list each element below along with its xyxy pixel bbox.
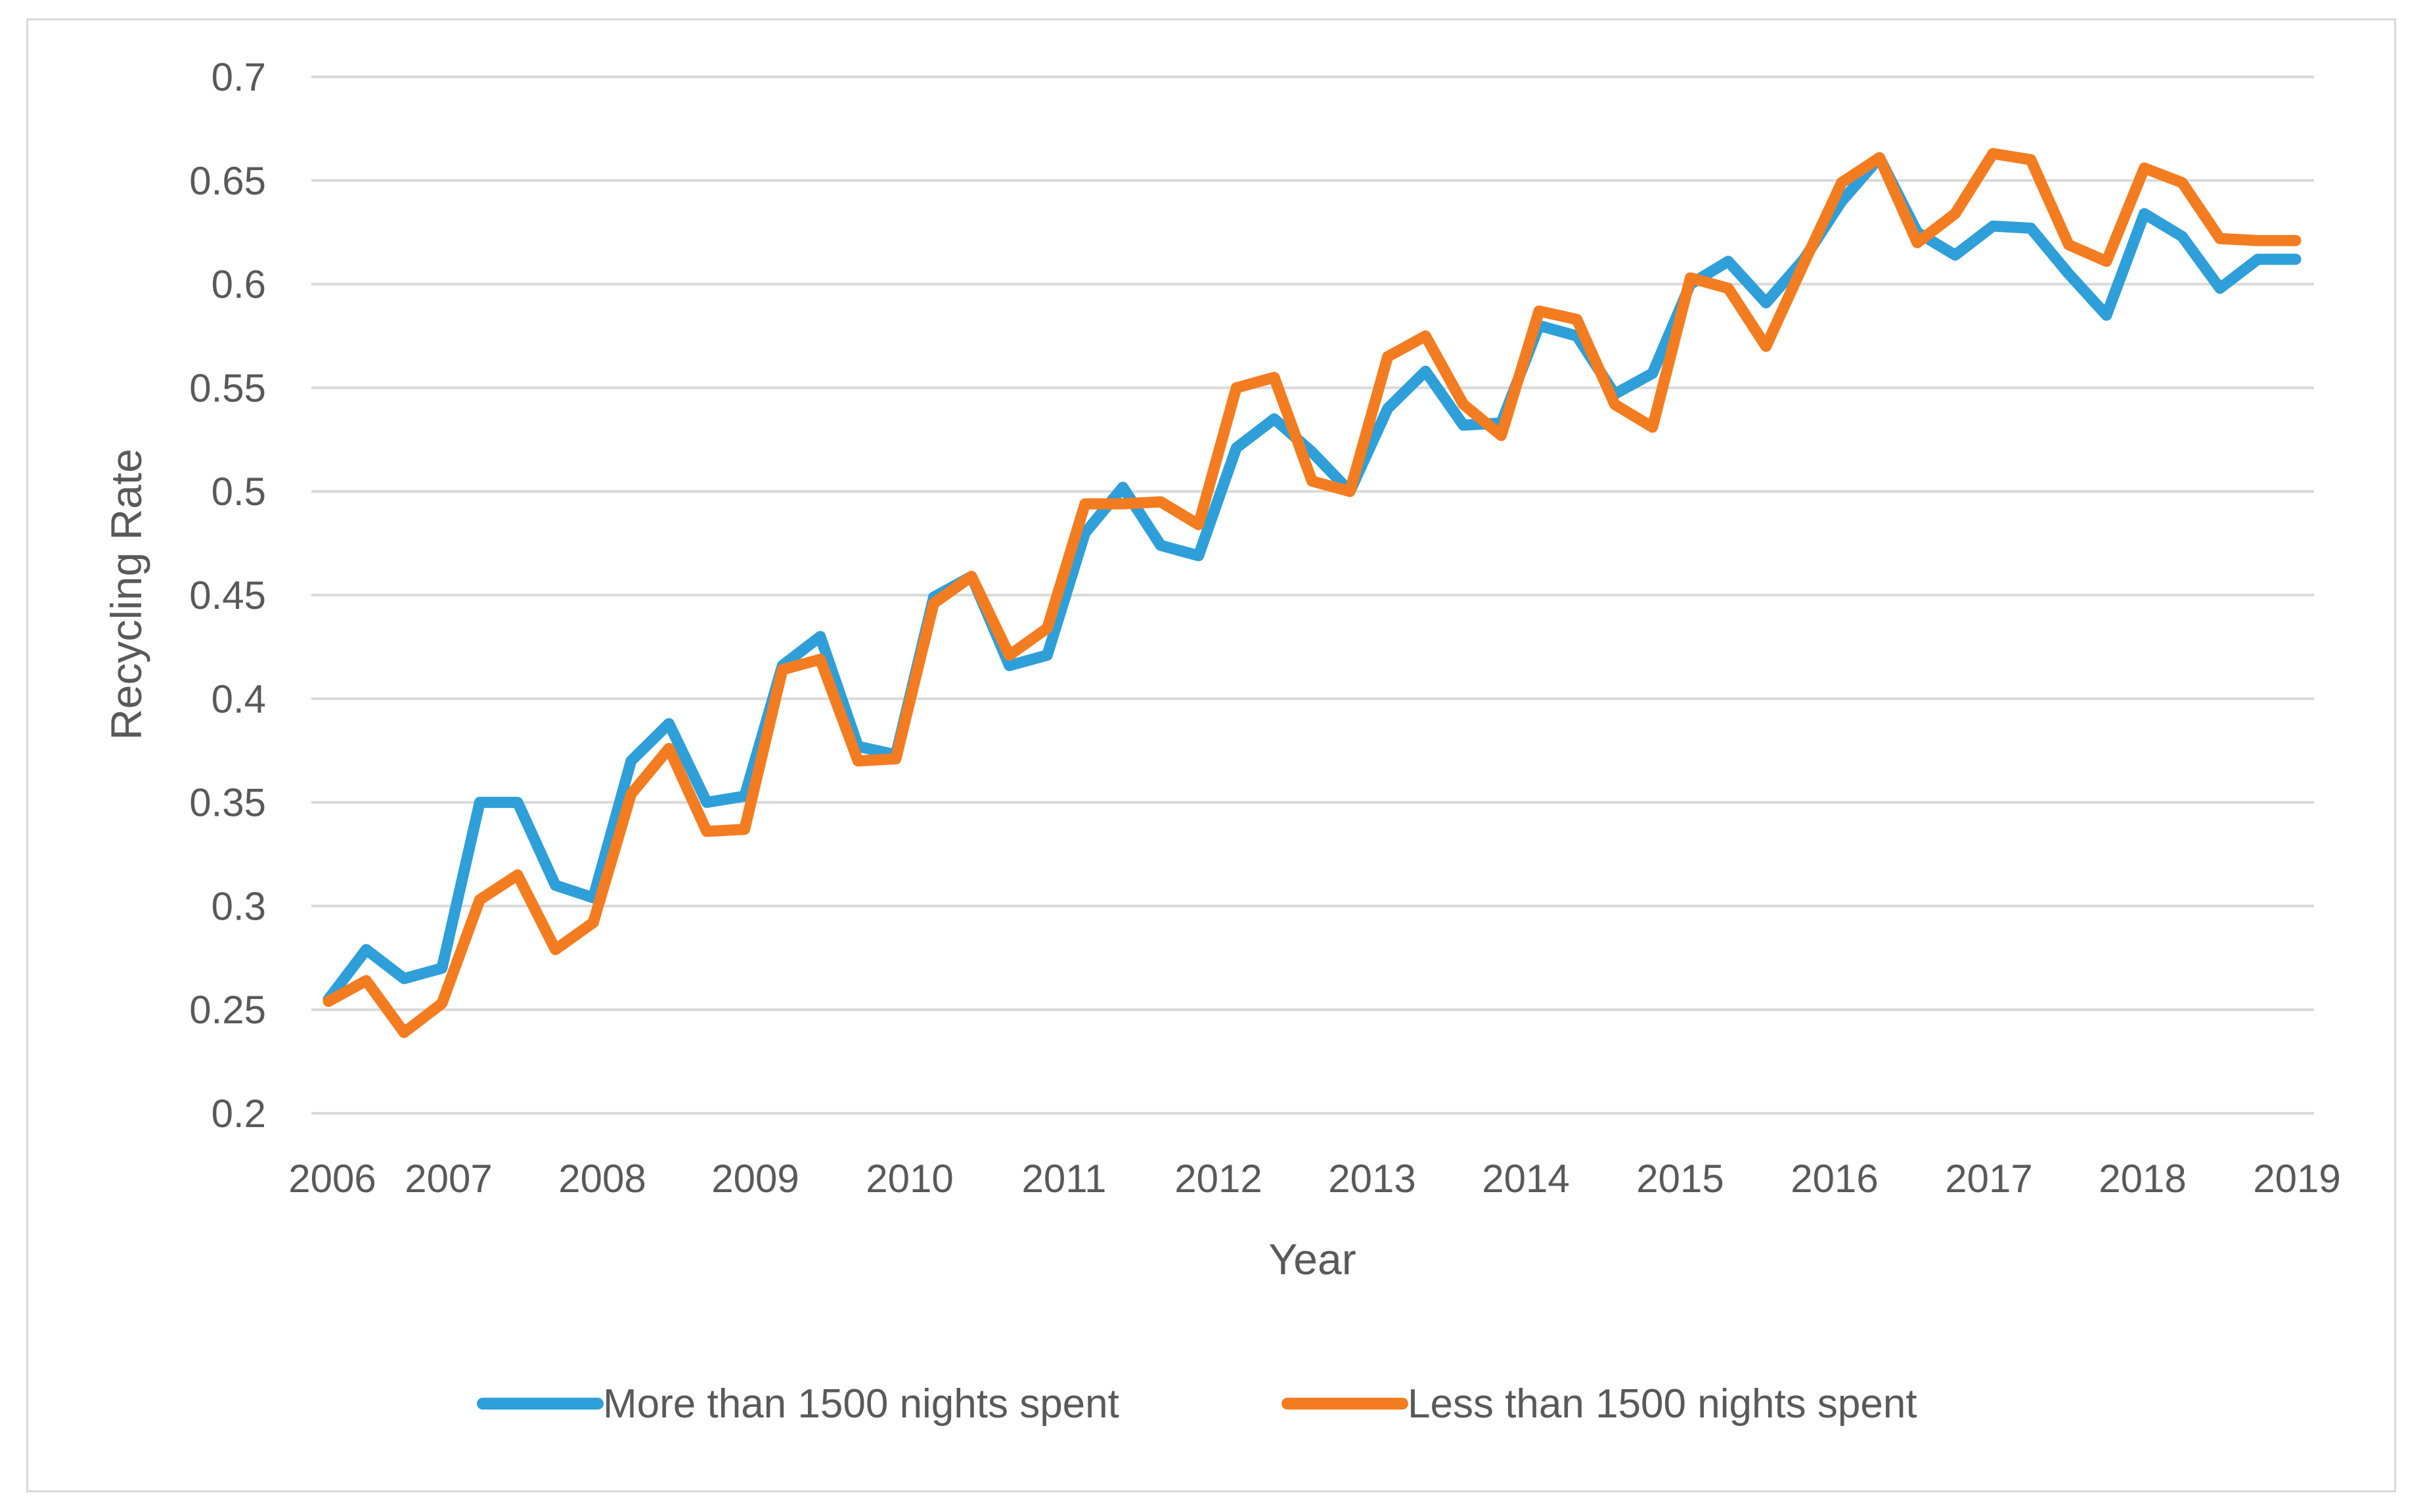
x-tick-label: 2012 [1174,1157,1262,1201]
x-tick-label: 2006 [288,1157,376,1201]
y-tick-label: 0.4 [212,677,266,721]
x-tick-label: 2007 [405,1157,492,1201]
series-line-more-than-1500 [323,152,2302,1005]
y-tick-label: 0.7 [212,55,266,99]
y-tick-label: 0.35 [189,781,266,825]
y-tick-label: 0.45 [189,573,266,617]
x-tick-label: 2011 [1021,1157,1106,1201]
x-tick-label: 2008 [558,1157,646,1201]
x-axis-tick-labels: 2006 2007 2008 2009 2010 2011 2012 2013 2014 2015… [288,1157,2340,1201]
y-tick-label: 0.3 [212,884,266,928]
x-tick-label: 2015 [1636,1157,1724,1201]
x-tick-label: 2009 [711,1157,799,1201]
y-axis-title: Recycling Rate [102,449,150,740]
x-tick-label: 2017 [1945,1157,2032,1201]
y-tick-label: 0.25 [189,988,266,1032]
x-tick-label: 2019 [2253,1157,2340,1201]
y-tick-label: 0.5 [212,470,266,514]
x-tick-label: 2014 [1482,1157,1569,1201]
x-tick-label: 2010 [866,1157,953,1201]
y-tick-label: 0.55 [189,366,266,410]
y-axis-tick-labels: 0.2 0.25 0.3 0.35 0.4 0.45 0.5 0.55 0.6 0.65 0.7 [189,55,266,1136]
legend-label-more-than-1500: More than 1500 nights spent [603,1381,1119,1427]
series-lines [323,148,2302,1038]
y-tick-label: 0.6 [212,263,266,307]
gridlines [311,76,2314,1115]
x-axis-title: Year [1268,1235,1356,1283]
chart-frame [26,18,2396,1492]
x-tick-label: 2018 [2099,1157,2186,1201]
y-tick-label: 0.65 [189,159,266,203]
legend-label-less-than-1500: Less than 1500 nights spent [1408,1381,1917,1427]
y-tick-label: 0.2 [212,1092,266,1136]
x-tick-label: 2013 [1328,1157,1415,1201]
series-line-less-than-1500 [323,148,2302,1038]
legend: More than 1500 nights spent Less than 15… [477,1381,1917,1427]
x-tick-label: 2016 [1791,1157,1878,1201]
